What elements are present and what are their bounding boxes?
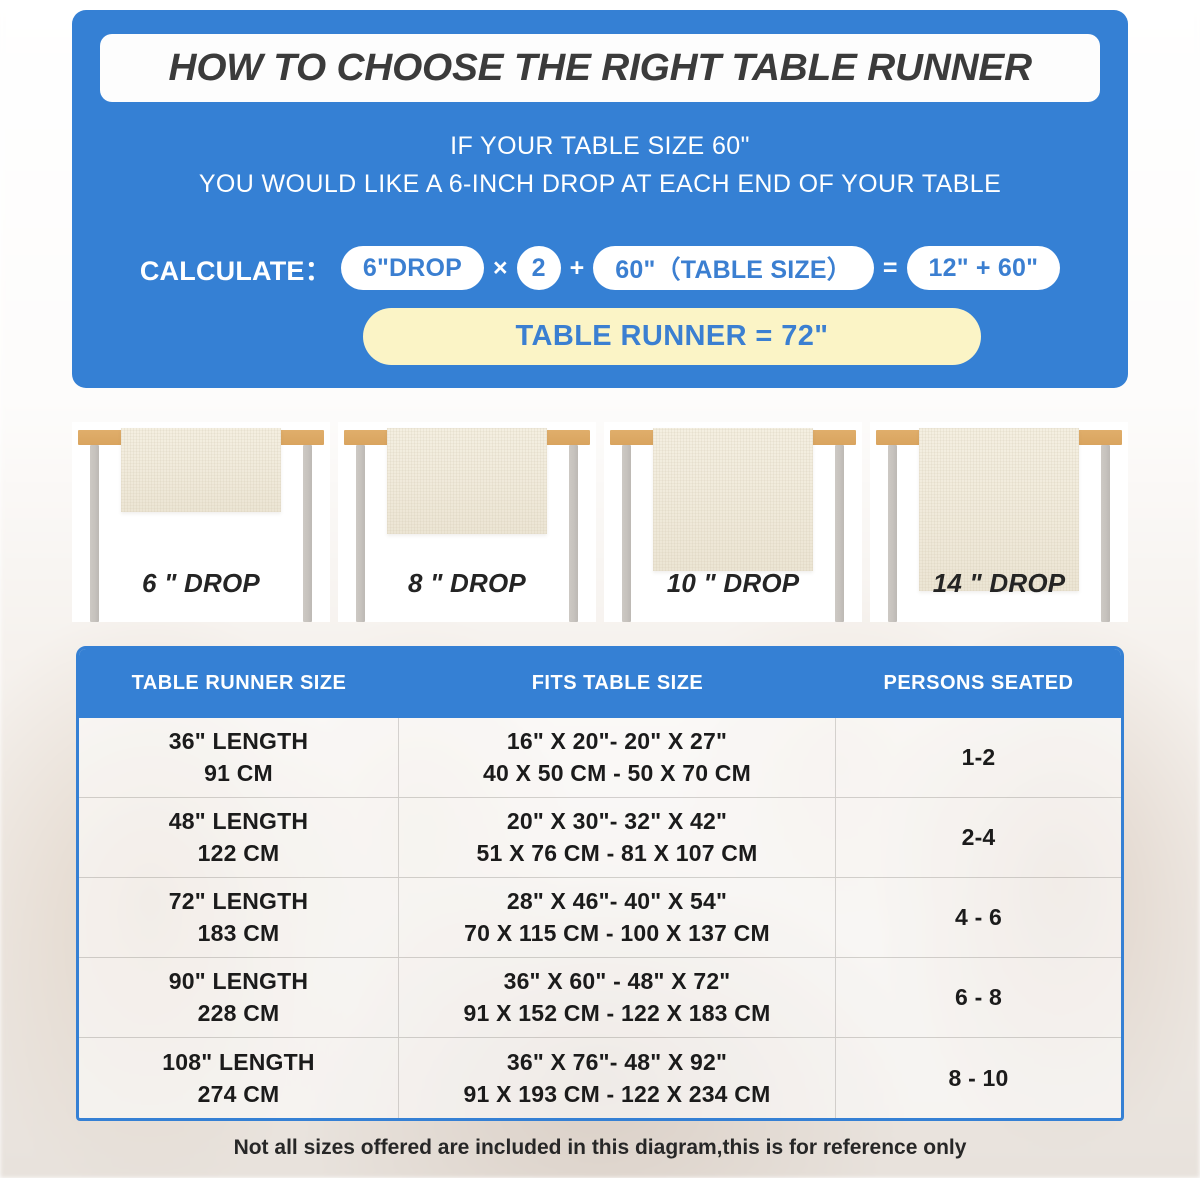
size-table-panel: TABLE RUNNER SIZE FITS TABLE SIZE PERSONS … [76, 646, 1124, 1121]
footnote-text: Not all sizes offered are included in th… [233, 1136, 967, 1159]
table-column-header: TABLE RUNNER SIZE [131, 672, 347, 694]
cell-fits-table-size: 36" X 60" - 48" X 72" 91 X 152 CM - 122 X… [399, 958, 836, 1037]
drop-illustration-card: 14 " DROP [870, 422, 1128, 622]
table-runner-cloth-icon [653, 428, 813, 571]
drop-label: 10 " DROP [666, 568, 800, 598]
drop-label: 8 " DROP [408, 568, 526, 598]
table-leg-right-icon [835, 445, 844, 622]
table-size-pill: 60"（TABLE SIZE） [593, 246, 874, 290]
cell-fits-table-size: 16" X 20"- 20" X 27" 40 X 50 CM - 50 X 70… [399, 718, 836, 797]
table-runner-cloth-icon [121, 428, 281, 512]
table-leg-left-icon [622, 445, 631, 622]
cell-persons-seated: 1-2 [961, 744, 996, 770]
drop-illustration-card: 6 " DROP [72, 422, 330, 622]
multiplier-pill: 2 [516, 246, 561, 290]
calculation-row: CALCULATE： 6"DROP × 2 + 60"（TABLE SIZE） … [72, 246, 1128, 290]
table-row: 36" LENGTH 91 CM 16" X 20"- 20" X 27" 40 X … [79, 718, 1121, 798]
drop-value-pill: 6"DROP [340, 246, 485, 290]
table-row: 90" LENGTH 228 CM 36" X 60" - 48" X 72" 91 … [79, 958, 1121, 1038]
drop-illustration-row: 6 " DROP 8 " DROP 10 " DROP 14 " DROP [72, 422, 1128, 622]
table-header-row: TABLE RUNNER SIZE FITS TABLE SIZE PERSONS … [79, 649, 1121, 718]
cell-persons-seated: 2-4 [961, 824, 996, 850]
table-leg-left-icon [90, 445, 99, 622]
drop-label: 14 " DROP [932, 568, 1066, 598]
plus-operator-icon: + [569, 253, 585, 282]
table-leg-right-icon [569, 445, 578, 622]
table-body: 36" LENGTH 91 CM 16" X 20"- 20" X 27" 40 X … [79, 718, 1121, 1118]
table-column-header: PERSONS SEATED [883, 672, 1074, 694]
table-runner-cloth-icon [387, 428, 547, 534]
result-pill: TABLE RUNNER = 72" [363, 308, 981, 365]
table-runner-cloth-icon [919, 428, 1079, 591]
calculate-label: CALCULATE： [139, 255, 332, 286]
table-row: 72" LENGTH 183 CM 28" X 46"- 40" X 54" 70 X… [79, 878, 1121, 958]
cell-runner-size: 36" LENGTH 91 CM [79, 718, 399, 797]
table-row: 108" LENGTH 274 CM 36" X 76"- 48" X 92" 91 … [79, 1038, 1121, 1118]
cell-runner-size: 72" LENGTH 183 CM [79, 878, 399, 957]
cell-fits-table-size: 28" X 46"- 40" X 54" 70 X 115 CM - 100 X … [399, 878, 836, 957]
drop-illustration-card: 8 " DROP [338, 422, 596, 622]
multiply-operator-icon: × [493, 253, 508, 282]
table-leg-right-icon [303, 445, 312, 622]
title-card: HOW TO CHOOSE THE RIGHT TABLE RUNNER [100, 34, 1100, 102]
drop-illustration-card: 10 " DROP [604, 422, 862, 622]
cell-persons-seated: 4 - 6 [954, 904, 1003, 930]
cell-runner-size: 90" LENGTH 228 CM [79, 958, 399, 1037]
page-title: HOW TO CHOOSE THE RIGHT TABLE RUNNER [168, 46, 1032, 89]
table-leg-right-icon [1101, 445, 1110, 622]
hero-panel: HOW TO CHOOSE THE RIGHT TABLE RUNNER IF … [72, 10, 1128, 388]
drop-label: 6 " DROP [142, 568, 260, 598]
subtitle-line-1: IF YOUR TABLE SIZE 60" [450, 132, 750, 160]
equals-operator-icon: = [882, 253, 898, 282]
subtitle-line-2: YOU WOULD LIKE A 6-INCH DROP AT EACH END… [198, 170, 1002, 198]
table-column-header: FITS TABLE SIZE [531, 672, 704, 694]
cell-fits-table-size: 36" X 76"- 48" X 92" 91 X 193 CM - 122 X … [399, 1038, 836, 1118]
table-leg-left-icon [356, 445, 365, 622]
cell-persons-seated: 6 - 8 [954, 984, 1003, 1010]
cell-runner-size: 48" LENGTH 122 CM [79, 798, 399, 877]
cell-runner-size: 108" LENGTH 274 CM [79, 1038, 399, 1118]
sum-pill: 12" + 60" [906, 246, 1061, 290]
cell-fits-table-size: 20" X 30"- 32" X 42" 51 X 76 CM - 81 X 10… [399, 798, 836, 877]
table-leg-left-icon [888, 445, 897, 622]
cell-persons-seated: 8 - 10 [948, 1064, 1009, 1091]
table-row: 48" LENGTH 122 CM 20" X 30"- 32" X 42" 51 X… [79, 798, 1121, 878]
